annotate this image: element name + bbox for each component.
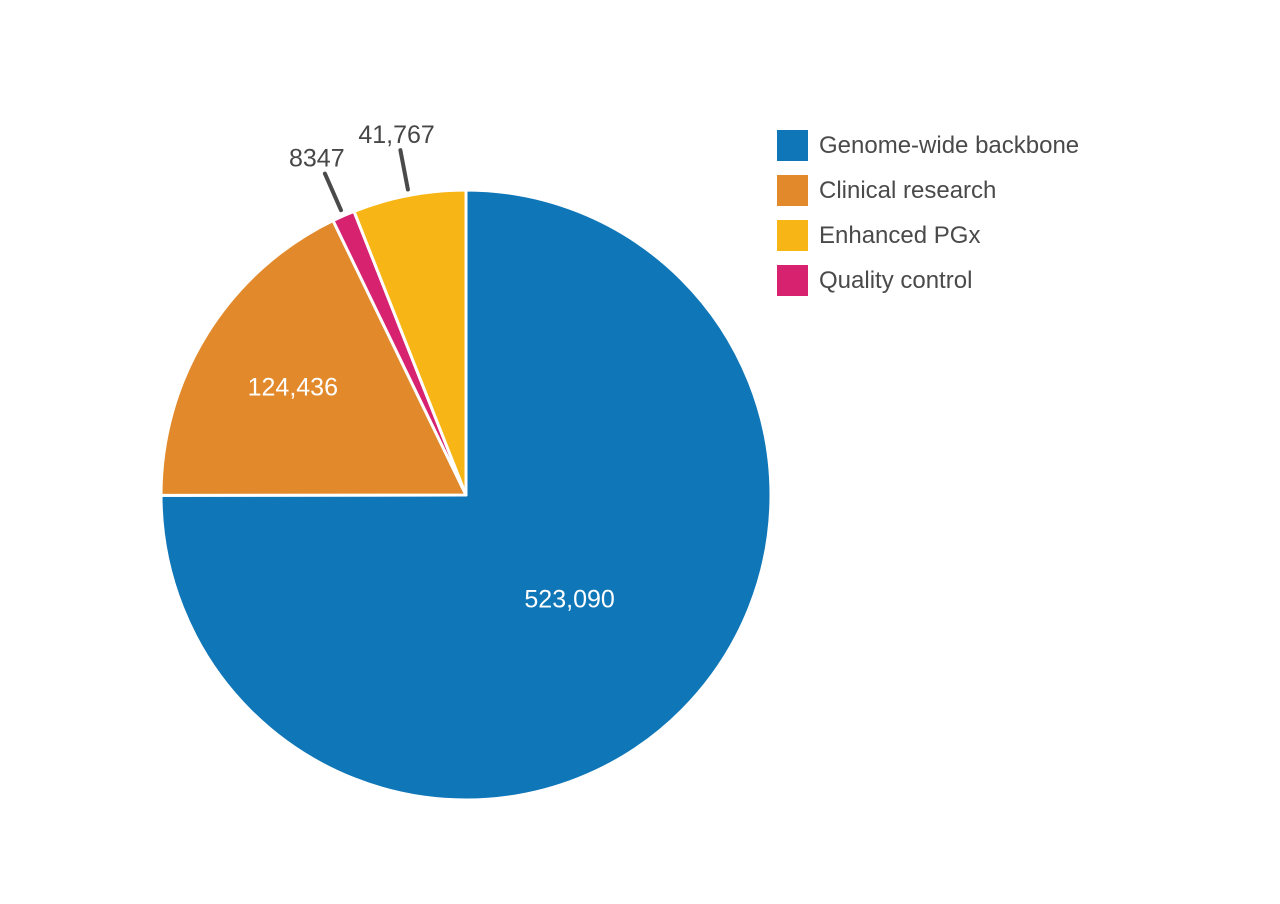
legend-label-genome-wide-backbone: Genome-wide backbone [819,132,1080,159]
legend-item-genome-wide-backbone: Genome-wide backbone [777,130,1079,161]
legend-item-quality-control: Quality control [777,265,1079,296]
legend-item-clinical-research: Clinical research [777,175,1079,206]
pie-slice-clinical-research [159,219,468,497]
legend: Genome-wide backbone Clinical research E… [777,130,1079,296]
legend-label-enhanced-pgx: Enhanced PGx [819,222,981,249]
legend-swatch-genome-wide-backbone [777,130,808,161]
leader-line-quality-control [322,171,343,213]
legend-label-quality-control: Quality control [819,267,973,294]
legend-label-clinical-research: Clinical research [819,177,997,204]
legend-swatch-quality-control [777,265,808,296]
leader-line-enhanced-pgx [398,148,410,192]
pie-slice-genome-wide-backbone [159,188,773,802]
value-label-genome-wide-backbone: 523,090 [524,585,614,613]
value-label-enhanced-pgx: 41,767 [358,121,434,149]
legend-item-enhanced-pgx: Enhanced PGx [777,220,1079,251]
pie-slice-enhanced-pgx [352,188,468,497]
legend-swatch-clinical-research [777,175,808,206]
value-label-quality-control: 8347 [289,144,345,172]
value-label-clinical-research: 124,436 [248,373,338,401]
legend-swatch-enhanced-pgx [777,220,808,251]
